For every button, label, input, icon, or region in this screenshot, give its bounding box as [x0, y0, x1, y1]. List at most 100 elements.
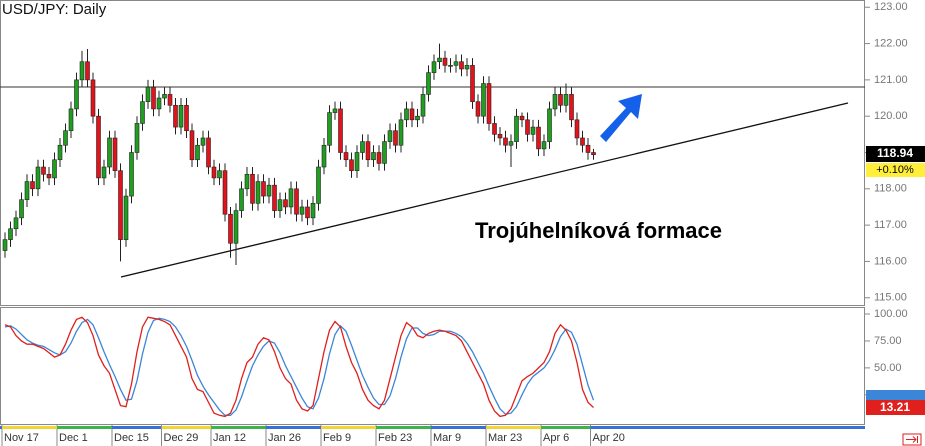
- candle-body: [310, 203, 316, 219]
- candle-body: [530, 126, 536, 135]
- scroll-button[interactable]: [902, 433, 922, 446]
- candle-body: [338, 108, 343, 153]
- candle-body: [563, 94, 569, 106]
- k-value-box: [866, 400, 925, 415]
- axis-stripe: [2, 426, 57, 429]
- candle-body: [503, 137, 508, 146]
- candle-body: [250, 173, 255, 204]
- candle-body: [118, 170, 123, 240]
- y-tick-label: 50.00: [874, 362, 902, 374]
- candle-body: [481, 83, 486, 117]
- candle-body: [519, 115, 525, 121]
- candle-body: [162, 94, 167, 99]
- candle-body: [332, 108, 338, 113]
- candle-body: [46, 173, 52, 179]
- candle-body: [448, 65, 453, 67]
- candle-body: [558, 94, 563, 106]
- candle-body: [85, 61, 90, 81]
- candle-body: [266, 184, 272, 197]
- candle-body: [19, 199, 24, 219]
- x-tick-label: Dec 1: [59, 432, 88, 444]
- y-tick-label: 123.00: [874, 1, 908, 13]
- candle-body: [420, 94, 426, 117]
- candle-body: [272, 184, 277, 211]
- candle-body: [228, 213, 233, 244]
- candle-body: [547, 108, 552, 142]
- candle-body: [409, 108, 415, 121]
- axis-stripe: [321, 426, 376, 429]
- candle-body: [387, 130, 393, 142]
- change-label: +0.10%: [876, 164, 914, 176]
- candle-body: [206, 137, 211, 168]
- candle-body: [321, 144, 327, 168]
- candle-body: [552, 94, 558, 110]
- candle-body: [569, 94, 574, 121]
- x-tick-label: Apr 6: [543, 432, 569, 444]
- x-tick-label: Mar 23: [488, 432, 522, 444]
- stochastic-line: [4, 316, 594, 418]
- candle-body: [134, 123, 140, 153]
- axis-stripe: [266, 426, 321, 429]
- candle-body: [470, 65, 475, 102]
- candle-body: [354, 152, 360, 171]
- axis-stripe: [376, 426, 431, 429]
- trend-line: [120, 102, 849, 278]
- candle-body: [261, 181, 266, 197]
- y-tick-label: 117.00: [874, 219, 907, 231]
- candle-body: [349, 159, 354, 171]
- x-tick-label: Jan 26: [268, 432, 301, 444]
- candle-body: [497, 134, 503, 139]
- candle-body: [486, 83, 492, 124]
- candle-body: [591, 152, 596, 155]
- candle-body: [112, 137, 118, 171]
- x-tick-label: Dec 29: [164, 432, 199, 444]
- candle-body: [189, 130, 195, 161]
- last-value-label: 13.21: [880, 400, 910, 414]
- candle-body: [459, 61, 464, 70]
- candle-body: [299, 206, 305, 215]
- candle-body: [316, 166, 321, 204]
- candle-body: [536, 126, 541, 150]
- candle-body: [492, 123, 497, 135]
- candle-body: [2, 239, 8, 251]
- candle-body: [129, 152, 134, 197]
- x-tick-label: Jan 12: [213, 432, 246, 444]
- candle-body: [13, 217, 19, 230]
- x-tick-label: Apr 20: [593, 432, 625, 444]
- last-price-box: [866, 146, 925, 162]
- candle-body: [514, 115, 519, 142]
- candle-body: [442, 57, 448, 66]
- candle-body: [426, 72, 431, 95]
- candle-body: [541, 141, 547, 150]
- candle-body: [283, 199, 288, 208]
- candle-body: [41, 166, 46, 175]
- y-tick-label: 118.00: [874, 183, 907, 195]
- candle-body: [277, 199, 283, 211]
- x-tick-label: Feb 23: [378, 432, 412, 444]
- candle-body: [371, 152, 376, 161]
- d-value-box: [866, 390, 925, 400]
- candle-body: [255, 181, 261, 204]
- scroll-icon: [906, 436, 918, 443]
- candle-body: [431, 61, 437, 73]
- candle-body: [398, 119, 404, 146]
- candle-body: [343, 152, 349, 161]
- candle-body: [90, 79, 96, 117]
- candle-body: [184, 104, 189, 132]
- candle-body: [525, 119, 530, 135]
- candle-body: [288, 188, 294, 208]
- axis-stripe: [590, 426, 865, 429]
- candle-body: [24, 181, 30, 201]
- candle-body: [244, 173, 250, 190]
- x-tick-label: Dec 15: [114, 432, 149, 444]
- candle-body: [393, 130, 398, 146]
- x-tick-label: Nov 17: [4, 432, 39, 444]
- plot: 115.00116.00117.00118.00119.00120.00121.…: [0, 1, 908, 446]
- candle-body: [239, 188, 244, 211]
- candle-body: [151, 86, 156, 110]
- y-tick-label: 121.00: [874, 74, 908, 86]
- candle-body: [68, 108, 74, 132]
- candle-body: [508, 141, 514, 146]
- candle-body: [145, 86, 151, 102]
- axis-stripe: [486, 426, 541, 429]
